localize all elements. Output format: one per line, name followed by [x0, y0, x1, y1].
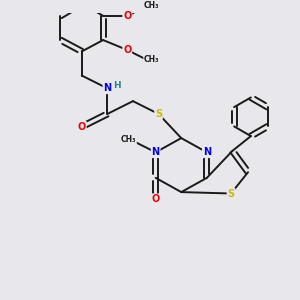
- Text: O: O: [123, 11, 131, 21]
- Text: CH₃: CH₃: [144, 56, 159, 64]
- Text: N: N: [203, 147, 211, 157]
- Text: S: S: [227, 188, 235, 199]
- Text: N: N: [103, 83, 111, 93]
- Text: N: N: [152, 147, 160, 157]
- Text: O: O: [123, 45, 131, 55]
- Text: CH₃: CH₃: [144, 2, 159, 10]
- Text: O: O: [152, 194, 160, 204]
- Text: CH₃: CH₃: [121, 135, 136, 144]
- Text: O: O: [78, 122, 86, 132]
- Text: S: S: [155, 109, 162, 119]
- Text: H: H: [113, 81, 121, 90]
